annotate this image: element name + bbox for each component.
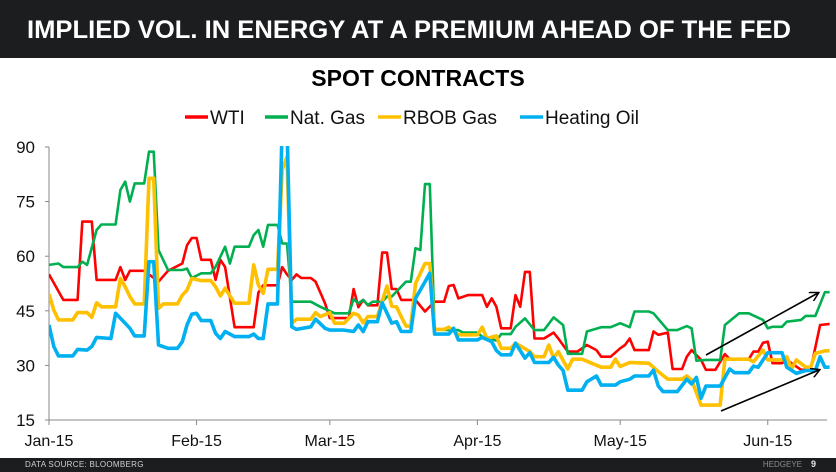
- axes: 90 75 60 45 30 15 Jan-15 Feb-15 Mar-15 Apr-15 May-…: [16, 138, 827, 450]
- chart-title: SPOT CONTRACTS: [311, 65, 524, 91]
- legend-item: RBOB Gas: [378, 108, 497, 129]
- x-tick-label: Apr-15: [453, 433, 501, 450]
- y-tick-label: 75: [16, 193, 35, 212]
- x-tick-label: May-15: [594, 433, 647, 450]
- annotation-arrow-nat-gas: [705, 293, 818, 356]
- series-line-heating-oil: [49, 146, 830, 400]
- annotation-arrow-heating-oil: [720, 370, 819, 412]
- page-title: IMPLIED VOL. IN ENERGY AT A PREMIUM AHEA…: [27, 16, 791, 44]
- y-tick-label: 30: [16, 356, 35, 375]
- page-number: 9: [810, 459, 816, 469]
- data-source: DATA SOURCE: BLOOMBERG: [25, 460, 144, 469]
- legend-label: Nat. Gas: [290, 108, 365, 129]
- series-line-rbob-gas: [49, 155, 830, 407]
- series-line-wti: [49, 220, 830, 372]
- legend-label: Heating Oil: [545, 108, 639, 129]
- legend-item: Nat. Gas: [265, 108, 365, 129]
- footer-bar: [0, 458, 836, 472]
- brand-logo: HEDGEYE: [762, 460, 802, 469]
- y-tick-label: 45: [16, 302, 35, 321]
- title-bar: [0, 0, 836, 58]
- legend-item: WTI: [185, 108, 245, 129]
- x-tick-label: Jun-15: [743, 433, 792, 450]
- y-tick-label: 60: [16, 247, 35, 266]
- legend-item: Heating Oil: [520, 108, 639, 129]
- x-tick-label: Feb-15: [171, 433, 222, 450]
- legend-label: RBOB Gas: [403, 108, 497, 129]
- series-line-nat-gas: [49, 150, 830, 362]
- x-tick-label: Jan-15: [25, 433, 74, 450]
- series-group: [49, 146, 830, 407]
- legend-label: WTI: [210, 108, 245, 129]
- legend: WTI Nat. Gas RBOB Gas Heating Oil: [185, 108, 639, 129]
- x-tick-label: Mar-15: [304, 433, 355, 450]
- y-tick-label: 90: [16, 138, 35, 157]
- y-tick-label: 15: [16, 411, 35, 430]
